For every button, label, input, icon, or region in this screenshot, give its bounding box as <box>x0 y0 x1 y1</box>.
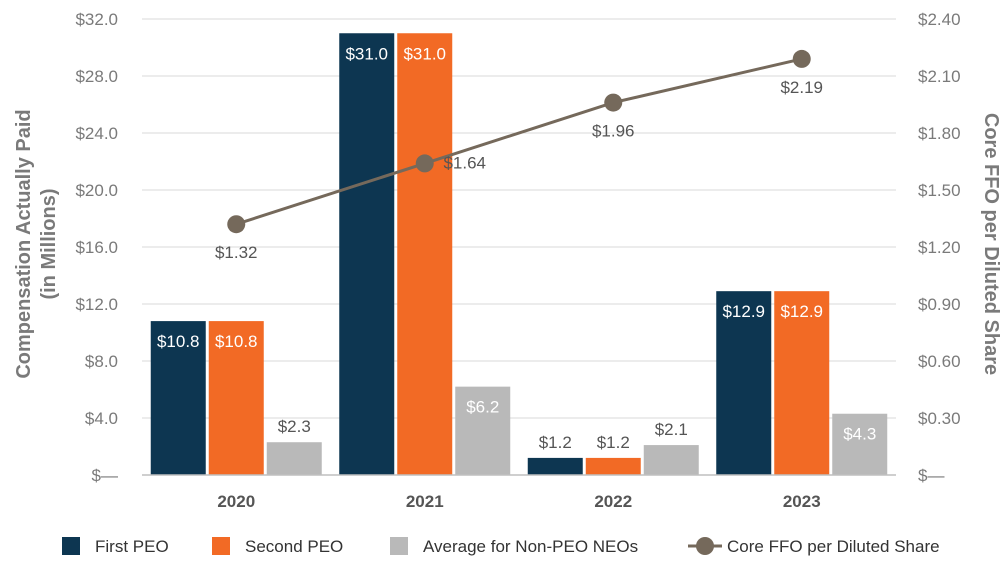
bar <box>716 291 772 475</box>
right-tick-label: $2.10 <box>918 67 961 86</box>
left-tick-label: $24.0 <box>75 124 118 143</box>
left-tick-label: $12.0 <box>75 295 118 314</box>
line-series: $1.32 $1.64 $1.96 $2.19 <box>215 49 823 262</box>
line-data-label: $1.64 <box>443 153 486 172</box>
line-point <box>604 93 623 112</box>
line-point <box>415 154 434 173</box>
bar-data-label: $31.0 <box>403 44 446 63</box>
left-tick-label: $— <box>92 466 118 485</box>
right-tick-label: $1.50 <box>918 181 961 200</box>
bar <box>208 321 264 475</box>
bar-data-label: $12.9 <box>780 302 823 321</box>
right-tick-label: $0.60 <box>918 352 961 371</box>
bar <box>774 291 830 475</box>
left-axis-title-line1: Compensation Actually Paid <box>13 109 35 378</box>
bar-data-label: $6.2 <box>466 398 499 417</box>
left-tick-label: $28.0 <box>75 67 118 86</box>
legend-label: Second PEO <box>245 537 343 556</box>
left-axis-ticks: $— $4.0 $8.0 $12.0 $16.0 $20.0 $24.0 $28.0 $32.0 <box>75 10 118 485</box>
line-point <box>792 49 811 68</box>
right-tick-label: $— <box>918 466 944 485</box>
right-tick-label: $1.80 <box>918 124 961 143</box>
category-label: 2022 <box>594 492 632 511</box>
left-axis-title-line2: (in Millions) <box>38 188 60 299</box>
bar-data-label: $10.8 <box>215 332 258 351</box>
bar-data-label: $31.0 <box>345 44 388 63</box>
line-point <box>227 215 246 234</box>
bar <box>643 445 699 475</box>
left-tick-label: $4.0 <box>85 409 118 428</box>
category-label: 2020 <box>217 492 255 511</box>
right-axis-ticks: $— $0.30 $0.60 $0.90 $1.20 $1.50 $1.80 $2.10 $2.… <box>918 10 961 485</box>
left-tick-label: $8.0 <box>85 352 118 371</box>
line-data-label: $2.19 <box>780 78 823 97</box>
legend-swatch <box>62 537 80 555</box>
right-tick-label: $1.20 <box>918 238 961 257</box>
category-label: 2023 <box>783 492 821 511</box>
legend-swatch <box>212 537 230 555</box>
bar-data-label: $1.2 <box>597 433 630 452</box>
right-tick-label: $2.40 <box>918 10 961 29</box>
bar <box>266 442 322 475</box>
bar <box>527 457 583 475</box>
legend-swatch <box>390 537 408 555</box>
right-tick-label: $0.30 <box>918 409 961 428</box>
right-tick-label: $0.90 <box>918 295 961 314</box>
bar-data-label: $1.2 <box>539 433 572 452</box>
left-tick-label: $16.0 <box>75 238 118 257</box>
legend-label: First PEO <box>95 537 169 556</box>
left-tick-label: $32.0 <box>75 10 118 29</box>
category-label: 2021 <box>406 492 444 511</box>
line-data-label: $1.32 <box>215 243 258 262</box>
bar-data-label: $12.9 <box>722 302 765 321</box>
legend-label: Core FFO per Diluted Share <box>727 537 940 556</box>
bar-series: $10.8 $10.8 $2.3 $31.0 $31.0 $6.2 $1.2 $1.2 $2.1… <box>150 33 888 475</box>
legend: First PEO Second PEO Average for Non-PEO N… <box>62 537 940 556</box>
right-axis-title: Core FFO per Diluted Share <box>980 113 1002 375</box>
bar-data-label: $10.8 <box>157 332 200 351</box>
bar-data-label: $2.3 <box>278 417 311 436</box>
bar <box>150 321 206 475</box>
line-data-label: $1.96 <box>592 122 635 141</box>
bar <box>397 33 453 475</box>
left-tick-label: $20.0 <box>75 181 118 200</box>
bar-data-label: $2.1 <box>655 420 688 439</box>
legend-marker <box>696 537 714 555</box>
bar <box>832 413 888 475</box>
line-path <box>235 57 803 226</box>
category-labels: 2020 2021 2022 2023 <box>217 492 820 511</box>
bar <box>339 33 395 475</box>
bar-data-label: $4.3 <box>843 425 876 444</box>
bar <box>455 386 511 475</box>
bar <box>585 457 641 475</box>
legend-label: Average for Non-PEO NEOs <box>423 537 638 556</box>
